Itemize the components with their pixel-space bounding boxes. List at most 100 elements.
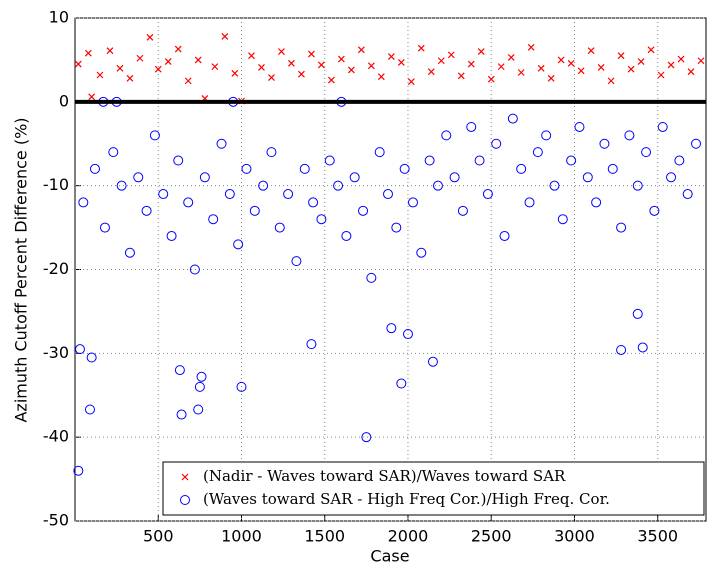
point xyxy=(577,67,585,75)
point xyxy=(616,222,627,233)
point xyxy=(154,65,162,73)
point-stroke xyxy=(427,68,435,76)
point-stroke xyxy=(96,71,104,79)
point-stroke xyxy=(317,61,325,69)
point-stroke xyxy=(184,77,192,85)
point-stroke xyxy=(687,68,695,76)
point xyxy=(233,239,244,250)
point xyxy=(181,473,189,481)
point xyxy=(617,52,625,60)
point-stroke xyxy=(327,76,335,84)
point xyxy=(416,247,427,258)
point xyxy=(402,329,413,340)
point-stroke xyxy=(146,33,154,41)
point xyxy=(632,180,643,191)
point xyxy=(574,121,585,132)
point xyxy=(249,205,260,216)
point xyxy=(674,155,685,166)
point xyxy=(397,59,405,66)
point-stroke xyxy=(567,59,575,67)
point xyxy=(337,55,345,63)
point xyxy=(566,155,577,166)
point xyxy=(507,53,515,61)
point-stroke xyxy=(116,64,124,72)
point xyxy=(537,64,545,72)
point xyxy=(547,74,555,82)
point-stroke xyxy=(347,66,355,74)
point xyxy=(407,78,415,86)
point xyxy=(632,308,643,319)
point-stroke xyxy=(417,44,425,52)
point-stroke xyxy=(617,52,625,60)
point-stroke xyxy=(597,64,605,71)
point-stroke xyxy=(477,48,485,55)
point xyxy=(221,33,229,40)
point-stroke xyxy=(397,59,405,66)
point xyxy=(432,180,443,191)
point xyxy=(449,172,460,183)
point-stroke xyxy=(457,72,465,80)
point xyxy=(316,214,327,225)
point xyxy=(241,163,252,174)
point-stroke xyxy=(497,63,505,71)
point-stroke xyxy=(258,64,265,71)
point xyxy=(487,75,495,83)
x-tick-label: 500 xyxy=(143,527,174,546)
point xyxy=(667,61,675,69)
point xyxy=(399,163,410,174)
point-stroke xyxy=(607,77,615,85)
point xyxy=(616,344,627,355)
point-stroke xyxy=(377,73,385,81)
point xyxy=(641,147,652,158)
point-stroke xyxy=(447,51,455,59)
point xyxy=(647,46,655,54)
point xyxy=(491,138,502,149)
point-stroke xyxy=(268,74,275,81)
point xyxy=(607,163,618,174)
point xyxy=(74,344,85,355)
point xyxy=(133,172,144,183)
point xyxy=(691,138,702,149)
point xyxy=(377,73,385,81)
point xyxy=(99,222,110,233)
y-tick-label: 10 xyxy=(49,8,69,27)
point xyxy=(126,74,134,82)
point xyxy=(74,60,82,68)
point xyxy=(624,130,635,141)
point xyxy=(211,63,219,71)
point xyxy=(591,197,602,208)
point-stroke xyxy=(278,48,285,55)
point-stroke xyxy=(298,70,305,78)
point xyxy=(108,147,119,158)
point xyxy=(194,381,205,392)
point xyxy=(266,147,277,158)
point xyxy=(474,155,485,166)
point xyxy=(141,205,152,216)
point xyxy=(180,495,190,505)
point xyxy=(467,60,475,68)
point-stroke xyxy=(587,47,595,55)
point-stroke xyxy=(211,63,219,71)
point xyxy=(457,72,465,80)
point-stroke xyxy=(547,74,555,82)
legend-box xyxy=(162,461,705,516)
point xyxy=(173,155,184,166)
point xyxy=(407,197,418,208)
point xyxy=(677,55,685,63)
point xyxy=(236,381,247,392)
point-stroke xyxy=(337,55,345,63)
point xyxy=(637,342,648,353)
point xyxy=(607,77,615,85)
point xyxy=(567,59,575,67)
point xyxy=(208,214,219,225)
point xyxy=(288,59,295,67)
point-stroke xyxy=(367,62,375,70)
point xyxy=(299,163,310,174)
x-tick-label: 2500 xyxy=(471,527,512,546)
point xyxy=(516,163,527,174)
point-stroke xyxy=(407,78,415,86)
point xyxy=(324,155,335,166)
x-tick-label: 3000 xyxy=(554,527,595,546)
point xyxy=(274,222,285,233)
point xyxy=(697,57,705,65)
